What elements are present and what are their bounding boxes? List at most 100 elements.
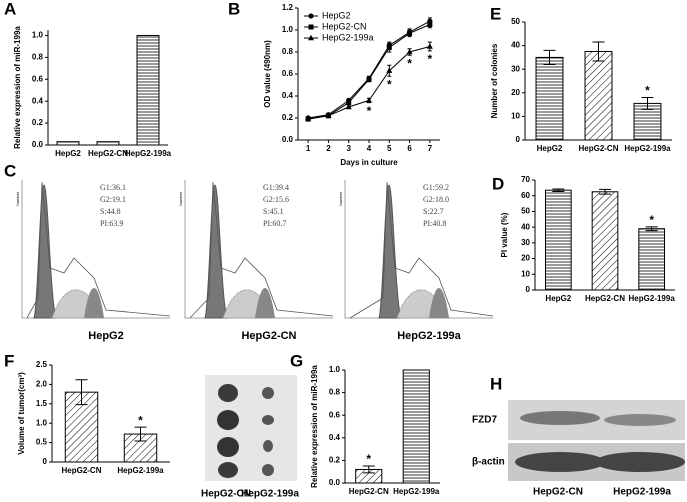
cell-cycle-stat: G1:36.1: [100, 183, 126, 192]
x-tick-label: HepG2-CN: [578, 144, 618, 153]
y-tick-label: 1.2: [282, 3, 294, 12]
panel-label: G: [290, 351, 303, 370]
y-tick-label: 0.2: [282, 113, 294, 122]
y-tick-label: 70: [521, 175, 530, 184]
row-label: β-actin: [472, 457, 505, 468]
marker: [407, 30, 413, 36]
x-tick-label: HepG2-199a: [125, 149, 172, 158]
error-bar: [362, 465, 375, 474]
significance: *: [367, 104, 372, 118]
row-label: FZD7: [472, 415, 497, 426]
error-bar: [645, 226, 658, 232]
marker: [386, 67, 393, 73]
error-bar: [552, 188, 565, 192]
bar: [136, 34, 160, 146]
error-bar: [75, 379, 88, 406]
x-tick-label: HepG2: [545, 294, 571, 303]
x-tick-label: 3: [346, 144, 351, 153]
x-tick-label: 1: [306, 144, 311, 153]
marker: [308, 24, 314, 30]
y-tick-label: 50: [521, 207, 530, 216]
histogram-outline: [26, 181, 171, 319]
g2-peak: [255, 288, 275, 318]
y-tick-label: 0.0: [282, 135, 294, 144]
y-tick-label: 40: [521, 222, 530, 231]
marker: [406, 48, 413, 55]
cell-cycle-stat: G1:59.2: [423, 183, 449, 192]
y-tick-label: 0.0: [329, 478, 341, 487]
x-tick-label: HepG2-CN: [349, 487, 389, 496]
g1-peak: [204, 184, 228, 319]
y-tick-label: 0.6: [282, 69, 294, 78]
y-tick-label: 0.8: [32, 52, 44, 61]
y-axis-label: Number: [178, 191, 183, 206]
significance: *: [387, 77, 392, 91]
y-tick-label: 50: [511, 17, 520, 26]
y-axis-label: Number of colonies: [490, 43, 499, 118]
y-tick-label: 0: [43, 457, 48, 466]
y-tick-label: 0.6: [32, 74, 44, 83]
cell-cycle-stat: S:44.8: [100, 207, 121, 216]
y-tick-label: 0.4: [32, 96, 44, 105]
marker: [427, 22, 433, 27]
bar: [56, 141, 80, 146]
legend-label: HepG2-CN: [322, 21, 367, 31]
bar: [402, 369, 430, 484]
western-blot: [508, 400, 685, 481]
y-tick-label: 1.0: [36, 418, 48, 427]
y-axis-label: Relative expression of miR-199a: [310, 365, 319, 488]
y-tick-label: 0: [526, 285, 531, 294]
y-axis-label: Number: [338, 191, 343, 206]
y-tick-label: 20: [511, 88, 520, 97]
legend-label: HepG2-199a: [322, 32, 374, 42]
y-axis-label: Number: [15, 191, 20, 206]
sample-label: HepG2-CN: [241, 330, 296, 342]
error-bar: [599, 188, 611, 195]
error-bar: [543, 49, 556, 65]
y-axis-label: OD value (490nm): [263, 40, 272, 108]
marker: [386, 45, 392, 51]
axes: [184, 180, 333, 319]
cell-cycle-stat: G2:15.6: [263, 195, 289, 204]
g2-peak: [84, 288, 104, 318]
significance: *: [428, 52, 433, 66]
marker: [366, 97, 372, 103]
significance: *: [649, 213, 654, 227]
y-tick-label: 0.2: [329, 456, 341, 465]
x-tick-label: 4: [367, 144, 372, 153]
sample-label: HepG2: [88, 330, 123, 342]
cell-cycle-stat: G2:19.1: [100, 195, 126, 204]
marker: [308, 13, 314, 19]
bar: [584, 51, 613, 141]
x-tick-label: HepG2-199a: [117, 466, 164, 475]
marker: [325, 112, 332, 118]
marker: [346, 100, 352, 106]
error-bar: [592, 41, 605, 62]
y-tick-label: 30: [511, 64, 520, 73]
x-tick-label: 7: [428, 144, 433, 153]
marker: [366, 77, 372, 82]
column-label: HepG2-199a: [241, 489, 299, 500]
xenograft-photo: [205, 375, 297, 481]
cell-cycle-stat: PI:60.7: [263, 219, 286, 228]
y-tick-label: 0.4: [329, 433, 341, 442]
x-tick-label: 2: [326, 144, 331, 153]
x-tick-label: HepG2: [537, 144, 563, 153]
y-tick-label: 0.5: [36, 438, 48, 447]
column-label: HepG2-CN: [533, 487, 583, 498]
cell-cycle-stat: PI:40.8: [423, 219, 446, 228]
y-tick-label: 0.2: [32, 118, 44, 127]
marker: [345, 103, 352, 110]
significance: *: [645, 84, 650, 98]
column-label: HepG2-CN: [201, 489, 251, 500]
panel-label: A: [4, 0, 16, 18]
y-tick-label: 1.0: [329, 365, 341, 374]
significance: *: [366, 452, 371, 466]
y-tick-label: 1.0: [32, 31, 44, 40]
marker: [308, 34, 314, 41]
x-tick-label: HepG2-CN: [88, 149, 128, 158]
y-tick-label: 1.0: [282, 25, 294, 34]
y-tick-label: 0.4: [282, 91, 294, 100]
x-tick-label: HepG2-CN: [61, 466, 101, 475]
panel-label: C: [4, 161, 16, 180]
